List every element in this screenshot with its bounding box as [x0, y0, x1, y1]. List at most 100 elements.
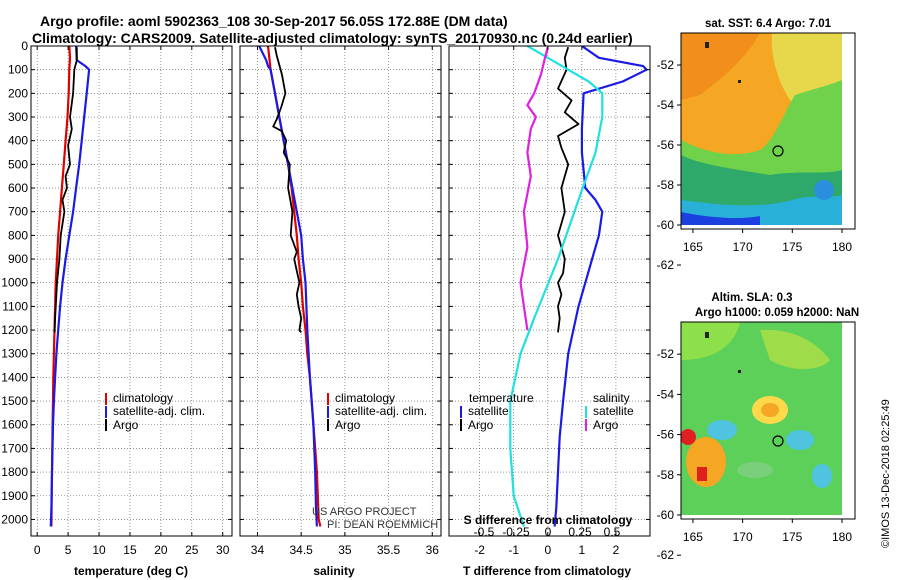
s-tick-label: 0	[545, 525, 552, 539]
map-lat-tick-label: -60	[657, 218, 675, 232]
legend-label-t-argo: Argo	[468, 418, 494, 432]
legend-title-temperature: temperature	[469, 391, 534, 405]
legend-label-argo: Argo	[113, 418, 139, 432]
sla-float-marker	[772, 435, 784, 447]
map-lat-tick-label: -54	[657, 98, 675, 112]
sst-map-frame	[680, 32, 856, 230]
series-line-t-satellite	[553, 46, 648, 527]
depth-tick-label: 1600	[1, 418, 28, 432]
figure-title-line2: Climatology: CARS2009. Satellite-adjuste…	[32, 30, 633, 46]
series-line-climatology	[50, 46, 72, 527]
difference-grid	[449, 45, 650, 536]
x-tick-label: -1	[508, 543, 519, 557]
x-tick-label: 36	[426, 543, 440, 557]
salinity-grid	[240, 45, 441, 536]
legend-label-satellite: satellite-adj. clim.	[113, 404, 205, 418]
series-line-argo	[53, 47, 78, 333]
x-tick-label: 0	[544, 543, 551, 557]
legend-label-t-satellite: satellite	[468, 404, 509, 418]
s-tick-label: -0.25	[502, 525, 530, 539]
x-tick-label: 35	[338, 543, 352, 557]
sla-low-anomaly	[786, 430, 814, 450]
sst-float-marker	[772, 145, 784, 157]
sst-land-speck	[738, 80, 741, 83]
depth-tick-label: 300	[8, 110, 28, 124]
legend-label-argo: Argo	[335, 418, 361, 432]
x-tick-label: 35.5	[377, 543, 401, 557]
salinity-legend: climatology satellite-adj. clim. Argo	[327, 391, 427, 432]
difference-ticks: -2 -1 0 1 2 -0.5 -0.25 0 0.25 0.5	[449, 45, 650, 557]
temperature-ticks: 0100200300400500600700800900100011001200…	[1, 39, 232, 557]
sla-mid-region	[737, 462, 773, 478]
x-tick-label: 34	[251, 543, 265, 557]
x-tick-label: 25	[185, 543, 199, 557]
sla-map-panel: Altim. SLA: 0.3 Argo h1000: 0.059 h2000:…	[657, 292, 859, 562]
depth-tick-label: 2000	[1, 512, 28, 526]
series-line-climatology	[266, 46, 322, 527]
map-lat-tick-label: -62	[657, 548, 675, 562]
sla-peak-anomaly	[681, 429, 696, 445]
sst-cold-region	[681, 195, 842, 225]
sla-peak-anomaly	[697, 467, 707, 481]
depth-tick-label: 1400	[1, 370, 28, 384]
s-tick-label: 0.5	[604, 525, 621, 539]
credit-project: US ARGO PROJECT	[312, 506, 417, 518]
difference-frame	[448, 45, 651, 537]
s-tick-label: -0.5	[474, 525, 495, 539]
sla-high-region	[760, 329, 830, 369]
depth-tick-label: 600	[8, 181, 28, 195]
sla-land-speck	[705, 332, 709, 338]
depth-tick-label: 100	[8, 63, 28, 77]
map-lat-tick-label: -60	[657, 508, 675, 522]
legend-label-climatology: climatology	[113, 391, 173, 405]
difference-legend: temperature satellite Argo salinity sate…	[460, 391, 634, 432]
depth-tick-label: 700	[8, 205, 28, 219]
depth-tick-label: 0	[21, 39, 28, 53]
map-lat-tick-label: -52	[657, 58, 675, 72]
temperature-legend: climatology satellite-adj. clim. Argo	[105, 391, 205, 432]
sla-low-anomaly	[707, 420, 737, 440]
depth-tick-label: 400	[8, 134, 28, 148]
legend-label-s-satellite: satellite	[593, 404, 634, 418]
x-tick-label: 15	[123, 543, 137, 557]
depth-tick-label: 1500	[1, 394, 28, 408]
depth-tick-label: 200	[8, 86, 28, 100]
map-lat-tick-label: -56	[657, 138, 675, 152]
salinity-xlabel: salinity	[313, 564, 355, 578]
sla-high-region	[681, 322, 740, 360]
sst-map-ticks: 165 170 175 180 -52 -54 -56 -58 -60 -62	[657, 58, 853, 272]
sla-warm-anomaly	[686, 437, 726, 487]
series-line-s-argo	[519, 46, 549, 331]
map-lat-tick-label: -56	[657, 428, 675, 442]
sst-map-field	[681, 33, 855, 229]
map-lat-tick-label: -52	[657, 347, 675, 361]
imos-stamp: ©IMOS 13-Dec-2018 02:25:49	[880, 399, 892, 548]
legend-title-salinity: salinity	[593, 391, 630, 405]
map-lon-tick-label: 165	[683, 530, 703, 544]
map-lon-tick-label: 170	[733, 240, 753, 254]
difference-s-label: S difference from climatology	[464, 513, 633, 527]
sla-land-speck	[738, 370, 741, 373]
x-tick-label: 20	[154, 543, 168, 557]
sst-map-panel: sat. SST: 6.4 Argo: 7.01 165 170 175 180 -52…	[657, 18, 856, 272]
sla-low-anomaly	[812, 464, 832, 488]
map-lon-tick-label: 175	[782, 240, 802, 254]
credit-pi: PI: DEAN ROEMMICH	[327, 519, 438, 531]
legend-label-climatology: climatology	[335, 391, 395, 405]
depth-tick-label: 1000	[1, 276, 28, 290]
map-lon-tick-label: 180	[832, 240, 852, 254]
temperature-grid	[31, 45, 232, 536]
series-line-satellite-adj-clim-	[49, 46, 91, 527]
salinity-panel: 34 34.5 35 35.5 36 salinity climatology sate…	[239, 45, 442, 578]
temperature-series	[49, 46, 91, 527]
x-tick-label: -2	[474, 543, 485, 557]
x-tick-label: 0	[34, 543, 41, 557]
series-line-satellite-adj-clim-	[258, 46, 318, 527]
depth-tick-label: 1800	[1, 465, 28, 479]
map-lat-tick-label: -54	[657, 387, 675, 401]
legend-label-satellite: satellite-adj. clim.	[335, 404, 427, 418]
sla-warm-core	[761, 403, 779, 417]
series-line-t-argo	[557, 46, 580, 333]
map-lon-tick-label: 165	[683, 240, 703, 254]
sst-map-title: sat. SST: 6.4 Argo: 7.01	[705, 18, 832, 30]
